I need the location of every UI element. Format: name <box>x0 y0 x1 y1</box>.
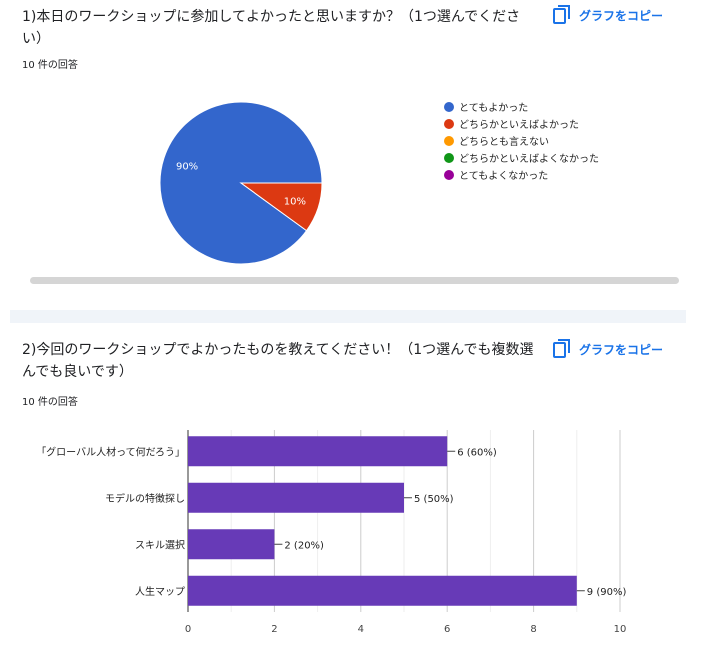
bar <box>188 482 404 513</box>
data-label: 6 (60%) <box>457 447 497 458</box>
question-card-2: 2)今回のワークショップでよかったものを教えてください！（1つ選んでも複数選んで… <box>0 323 715 649</box>
x-tick-label: 0 <box>185 624 191 635</box>
bar <box>188 529 275 560</box>
bar <box>188 575 577 606</box>
x-tick-label: 6 <box>444 624 450 635</box>
slice-label: 10% <box>284 197 306 208</box>
data-label: 9 (90%) <box>587 587 627 598</box>
legend-item: どちらかといえばよかった <box>459 119 579 131</box>
x-tick-label: 8 <box>530 624 536 635</box>
category-label: 「グローバル人材って何だろう」 <box>36 445 185 458</box>
x-tick-label: 2 <box>271 624 277 635</box>
legend-item: どちらかといえばよくなかった <box>459 153 599 165</box>
copy-chart-button[interactable]: グラフをコピー <box>553 4 663 26</box>
legend-marker <box>444 153 454 163</box>
category-label: モデルの特徴探し <box>105 492 185 505</box>
question-card-1: 1)本日のワークショップに参加してよかったと思いますか？（1つ選んでください） … <box>0 0 715 300</box>
horizontal-scrollbar[interactable] <box>30 277 679 284</box>
legend-marker <box>444 102 454 112</box>
copy-icon <box>553 5 570 24</box>
legend-marker <box>444 170 454 180</box>
bar-chart: 0 2 4 6 8 10 「グローバル人材って何だろう」 6 (60%) モデルの特徴探し 5 (… <box>36 430 627 635</box>
category-label: スキル選択 <box>135 538 185 551</box>
copy-icon <box>553 339 570 358</box>
legend-marker <box>444 136 454 146</box>
copy-chart-label: グラフをコピー <box>579 8 664 23</box>
response-count: 10 件の回答 <box>22 60 78 71</box>
pie-slice <box>239 182 323 232</box>
card-separator <box>10 310 686 323</box>
copy-chart-label: グラフをコピー <box>579 342 664 357</box>
legend-item: どちらとも言えない <box>459 135 549 148</box>
data-label: 2 (20%) <box>284 540 324 551</box>
x-tick-label: 10 <box>614 624 627 635</box>
question-title: 2)今回のワークショップでよかったものを教えてください！（1つ選んでも複数選んで… <box>22 342 534 380</box>
slice-label: 90% <box>176 161 198 172</box>
data-label: 5 (50%) <box>414 494 454 505</box>
bar <box>188 436 448 467</box>
x-tick-label: 4 <box>358 624 364 635</box>
response-count: 10 件の回答 <box>22 397 78 408</box>
legend-item: とてもよかった <box>459 102 528 114</box>
category-label: 人生マップ <box>135 585 185 598</box>
legend-marker <box>444 119 454 129</box>
question-title: 1)本日のワークショップに参加してよかったと思いますか？（1つ選んでください） <box>22 9 521 47</box>
pie-chart: 90% 10% とてもよかったどちらかといえばよかったどちらとも言えないどちらかとい… <box>159 101 599 265</box>
copy-chart-button[interactable]: グラフをコピー <box>553 338 663 360</box>
legend-item: とてもよくなかった <box>459 170 548 182</box>
